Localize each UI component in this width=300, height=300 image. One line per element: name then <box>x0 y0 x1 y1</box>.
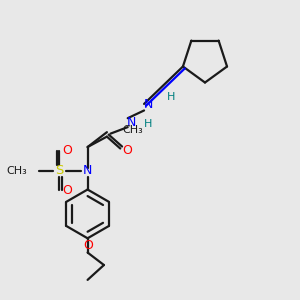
Text: H: H <box>167 92 175 102</box>
Text: N: N <box>144 98 153 111</box>
Text: H: H <box>144 119 153 129</box>
Text: S: S <box>55 164 64 177</box>
Text: O: O <box>122 144 132 158</box>
Text: N: N <box>82 164 92 177</box>
Text: O: O <box>83 239 93 252</box>
Text: CH₃: CH₃ <box>7 166 28 176</box>
Text: N: N <box>127 116 136 129</box>
Text: O: O <box>63 144 73 158</box>
Text: O: O <box>63 184 73 197</box>
Text: CH₃: CH₃ <box>122 125 143 135</box>
